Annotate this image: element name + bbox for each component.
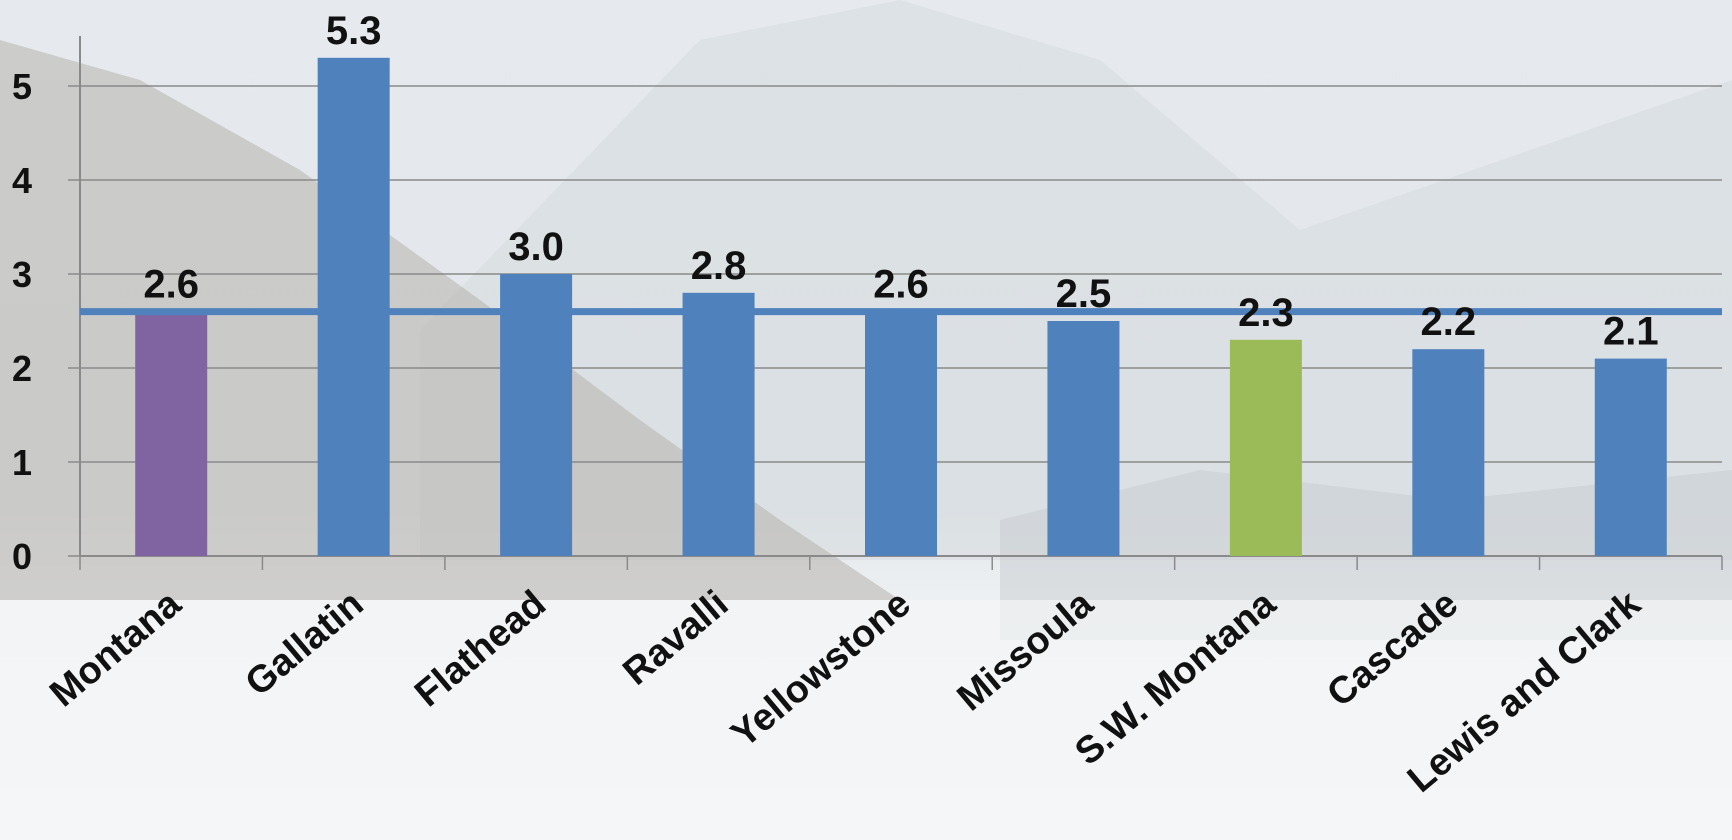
- bar: [1229, 339, 1302, 556]
- value-label: 2.3: [1238, 291, 1294, 335]
- value-label: 5.3: [326, 9, 382, 53]
- y-tick-labels: 0 1 2 3 4 5: [12, 66, 32, 577]
- value-labels: 2.6 5.3 3.0 2.8 2.6 2.5 2.3 2.2 2.1: [143, 9, 1658, 354]
- bar: [135, 311, 208, 556]
- value-label: 2.6: [873, 263, 929, 307]
- y-tick-label: 3: [12, 254, 32, 295]
- y-tick-label: 0: [12, 536, 32, 577]
- y-tick-label: 4: [12, 160, 32, 201]
- bar: [1412, 349, 1485, 556]
- bar: [865, 311, 937, 556]
- y-tick-label: 1: [12, 442, 32, 483]
- bar: [1047, 321, 1120, 556]
- value-label: 2.2: [1421, 300, 1477, 344]
- value-label: 3.0: [508, 225, 564, 269]
- y-tick-label: 5: [12, 66, 32, 107]
- bar: [500, 274, 573, 556]
- bar: [1594, 358, 1667, 556]
- value-label: 2.6: [143, 263, 199, 307]
- value-label: 2.5: [1056, 272, 1112, 316]
- value-label: 2.1: [1603, 310, 1659, 354]
- bars: [135, 57, 1667, 557]
- y-tick-label: 2: [12, 348, 32, 389]
- bar: [317, 57, 390, 557]
- bar: [682, 292, 755, 556]
- value-label: 2.8: [691, 244, 747, 288]
